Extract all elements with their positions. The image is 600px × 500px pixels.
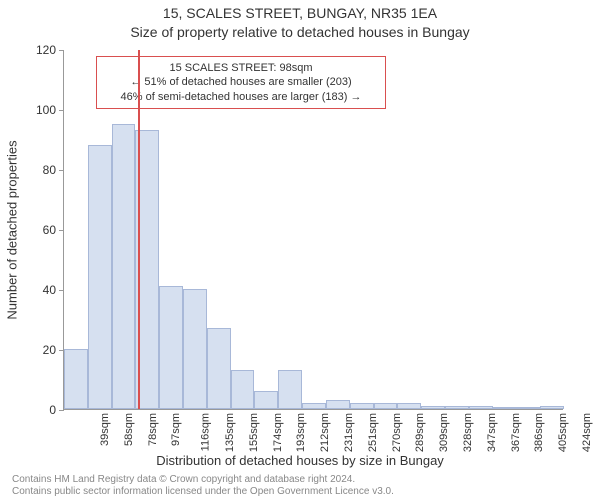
bar: [445, 406, 469, 409]
ytick-label: 60: [26, 223, 56, 237]
bar: [64, 349, 88, 409]
bar: [540, 406, 564, 409]
bar: [183, 289, 207, 409]
bar: [493, 407, 517, 409]
footnote-line-2: Contains public sector information licen…: [12, 486, 394, 498]
footnote-line-1: Contains HM Land Registry data © Crown c…: [12, 474, 394, 486]
bar: [88, 145, 112, 409]
xtick-label: 193sqm: [296, 413, 308, 452]
xtick-label: 405sqm: [557, 413, 569, 452]
chart-container: 15, SCALES STREET, BUNGAY, NR35 1EA Size…: [0, 0, 600, 500]
bar: [207, 328, 231, 409]
xtick-label: 309sqm: [438, 413, 450, 452]
y-axis-label: Number of detached properties: [5, 140, 20, 319]
bar: [516, 407, 540, 409]
ytick-mark: [59, 50, 64, 51]
xtick-label: 386sqm: [534, 413, 546, 452]
main-title: 15, SCALES STREET, BUNGAY, NR35 1EA: [0, 5, 600, 21]
xtick-label: 155sqm: [248, 413, 260, 452]
xtick-label: 251sqm: [367, 413, 379, 452]
ytick-label: 40: [26, 283, 56, 297]
footnote: Contains HM Land Registry data © Crown c…: [12, 474, 394, 498]
bar: [254, 391, 278, 409]
xtick-label: 97sqm: [170, 413, 182, 446]
bar: [302, 403, 326, 409]
ytick-label: 20: [26, 343, 56, 357]
sub-title: Size of property relative to detached ho…: [0, 24, 600, 40]
bar: [350, 403, 374, 409]
ytick-mark: [59, 290, 64, 291]
xtick-label: 289sqm: [415, 413, 427, 452]
bar: [326, 400, 350, 409]
bar: [397, 403, 421, 409]
xtick-label: 135sqm: [224, 413, 236, 452]
xtick-label: 231sqm: [343, 413, 355, 452]
bar: [112, 124, 136, 409]
xtick-label: 212sqm: [319, 413, 331, 452]
bar: [374, 403, 398, 409]
xtick-label: 116sqm: [199, 413, 211, 451]
xtick-label: 78sqm: [147, 413, 159, 446]
x-axis-label: Distribution of detached houses by size …: [0, 453, 600, 468]
ytick-mark: [59, 230, 64, 231]
bar: [278, 370, 302, 409]
xtick-label: 424sqm: [581, 413, 593, 452]
ytick-mark: [59, 170, 64, 171]
xtick-label: 347sqm: [486, 413, 498, 452]
annotation-line-1: 15 SCALES STREET: 98sqm: [105, 61, 377, 75]
bar: [231, 370, 255, 409]
xtick-label: 174sqm: [272, 413, 284, 452]
xtick-label: 270sqm: [391, 413, 403, 452]
ytick-label: 120: [26, 43, 56, 57]
ytick-mark: [59, 410, 64, 411]
plot-area: 15 SCALES STREET: 98sqm ← 51% of detache…: [63, 50, 563, 410]
xtick-label: 58sqm: [123, 413, 135, 446]
xtick-label: 39sqm: [99, 413, 111, 446]
bar: [421, 406, 445, 409]
bar: [469, 406, 493, 409]
xtick-label: 367sqm: [510, 413, 522, 452]
ytick-label: 80: [26, 163, 56, 177]
ytick-mark: [59, 110, 64, 111]
annotation-line-2: ← 51% of detached houses are smaller (20…: [105, 75, 377, 89]
bar: [159, 286, 183, 409]
ytick-label: 100: [26, 103, 56, 117]
marker-line: [138, 50, 140, 409]
annotation-line-3: 46% of semi-detached houses are larger (…: [105, 90, 377, 104]
ytick-label: 0: [26, 403, 56, 417]
xtick-label: 328sqm: [462, 413, 474, 452]
